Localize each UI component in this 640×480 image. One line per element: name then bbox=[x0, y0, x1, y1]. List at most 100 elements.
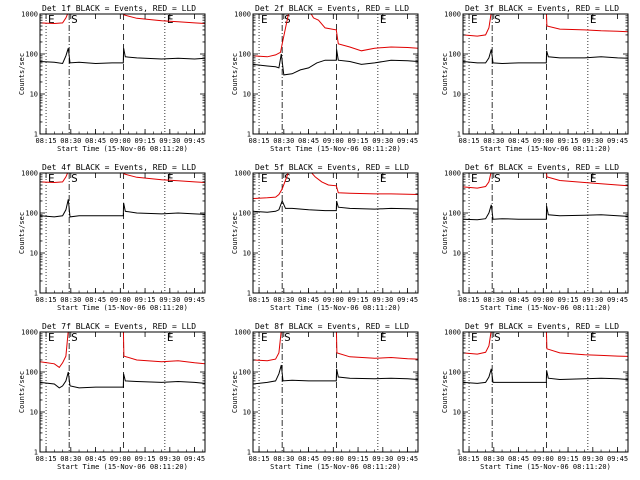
x-tick-label: 08:30 bbox=[273, 455, 294, 463]
y-axis-label: Counts/sec bbox=[231, 53, 239, 95]
x-axis-label: Start Time (15-Nov-06 08:11:20) bbox=[270, 304, 401, 312]
lld-series-line bbox=[253, 332, 418, 362]
marker-label: S bbox=[71, 13, 78, 26]
x-tick-label: 09:00 bbox=[110, 455, 131, 463]
marker-label: S bbox=[284, 172, 291, 185]
marker-label: S bbox=[494, 13, 501, 26]
y-tick-label: 1000 bbox=[234, 170, 251, 178]
x-tick-label: 08:15 bbox=[249, 296, 270, 304]
plot-frame bbox=[252, 331, 419, 453]
events-series-line bbox=[253, 199, 418, 213]
y-tick-label: 1 bbox=[457, 290, 461, 298]
x-tick-label: 09:45 bbox=[397, 296, 418, 304]
y-axis-label: Counts/sec bbox=[18, 212, 26, 254]
panel-title: Det 7f BLACK = Events, RED = LLD bbox=[42, 322, 196, 331]
x-tick-label: 08:30 bbox=[60, 455, 81, 463]
plot-frame bbox=[462, 331, 629, 453]
plot-frame bbox=[252, 172, 419, 294]
x-axis-label: Start Time (15-Nov-06 08:11:20) bbox=[57, 145, 188, 153]
lld-series-line bbox=[40, 173, 205, 184]
x-axis-label: Start Time (15-Nov-06 08:11:20) bbox=[480, 145, 611, 153]
x-tick-label: 09:30 bbox=[372, 455, 393, 463]
y-tick-label: 1000 bbox=[21, 11, 38, 19]
x-tick-label: 08:30 bbox=[273, 137, 294, 145]
marker-label: E bbox=[261, 13, 268, 26]
panel-title: Det 6f BLACK = Events, RED = LLD bbox=[465, 163, 619, 172]
marker-label: E bbox=[167, 331, 174, 344]
marker-label: S bbox=[494, 331, 501, 344]
y-tick-label: 1 bbox=[34, 290, 38, 298]
x-tick-label: 09:45 bbox=[397, 137, 418, 145]
x-tick-label: 08:15 bbox=[36, 296, 57, 304]
x-tick-label: 09:00 bbox=[323, 455, 344, 463]
y-tick-label: 1 bbox=[34, 131, 38, 139]
y-axis-label: Counts/sec bbox=[441, 53, 449, 95]
x-tick-label: 09:30 bbox=[372, 137, 393, 145]
y-tick-label: 1 bbox=[34, 449, 38, 457]
x-axis-label: Start Time (15-Nov-06 08:11:20) bbox=[57, 304, 188, 312]
x-axis-label: Start Time (15-Nov-06 08:11:20) bbox=[480, 304, 611, 312]
events-series-line bbox=[463, 368, 628, 384]
y-tick-label: 1000 bbox=[21, 329, 38, 337]
x-tick-label: 09:30 bbox=[372, 296, 393, 304]
x-tick-label: 09:45 bbox=[184, 455, 205, 463]
y-tick-label: 10 bbox=[243, 250, 251, 258]
x-tick-label: 08:45 bbox=[298, 296, 319, 304]
events-series-line bbox=[40, 199, 205, 218]
marker-label: E bbox=[590, 172, 597, 185]
y-tick-label: 1 bbox=[247, 290, 251, 298]
y-axis-label: Counts/sec bbox=[18, 371, 26, 413]
panel-title: Det 8f BLACK = Events, RED = LLD bbox=[255, 322, 409, 331]
y-tick-label: 10 bbox=[453, 250, 461, 258]
x-tick-label: 08:30 bbox=[60, 137, 81, 145]
y-tick-label: 10 bbox=[243, 409, 251, 417]
y-axis-label: Counts/sec bbox=[18, 53, 26, 95]
lld-series-line bbox=[463, 332, 628, 357]
lld-series-line bbox=[253, 173, 418, 199]
x-tick-label: 09:00 bbox=[110, 137, 131, 145]
y-tick-label: 100 bbox=[25, 210, 38, 218]
x-tick-label: 08:45 bbox=[85, 137, 106, 145]
x-tick-label: 09:45 bbox=[607, 137, 628, 145]
panel-title: Det 3f BLACK = Events, RED = LLD bbox=[465, 4, 619, 13]
x-tick-label: 08:45 bbox=[508, 455, 529, 463]
panel-title: Det 5f BLACK = Events, RED = LLD bbox=[255, 163, 409, 172]
marker-label: E bbox=[48, 172, 55, 185]
y-tick-label: 100 bbox=[448, 210, 461, 218]
x-tick-label: 09:15 bbox=[348, 455, 369, 463]
x-tick-label: 08:15 bbox=[459, 455, 480, 463]
marker-label: E bbox=[48, 331, 55, 344]
plot-frame bbox=[39, 172, 206, 294]
marker-label: E bbox=[380, 172, 387, 185]
x-tick-label: 09:15 bbox=[558, 296, 579, 304]
y-tick-label: 1 bbox=[457, 131, 461, 139]
marker-label: E bbox=[380, 331, 387, 344]
plot-frame bbox=[252, 13, 419, 135]
lld-series-line bbox=[463, 14, 628, 37]
x-tick-label: 08:45 bbox=[85, 455, 106, 463]
x-tick-label: 08:15 bbox=[249, 137, 270, 145]
marker-label: E bbox=[261, 331, 268, 344]
plot-frame bbox=[39, 13, 206, 135]
x-tick-label: 08:45 bbox=[85, 296, 106, 304]
marker-label: E bbox=[261, 172, 268, 185]
panel-title: Det 4f BLACK = Events, RED = LLD bbox=[42, 163, 196, 172]
plot-frame bbox=[462, 172, 629, 294]
x-tick-label: 09:15 bbox=[348, 296, 369, 304]
x-tick-label: 08:30 bbox=[60, 296, 81, 304]
x-tick-label: 09:15 bbox=[558, 455, 579, 463]
x-axis-label: Start Time (15-Nov-06 08:11:20) bbox=[480, 463, 611, 471]
lld-series-line bbox=[253, 14, 418, 58]
y-tick-label: 100 bbox=[25, 369, 38, 377]
y-tick-label: 10 bbox=[453, 91, 461, 99]
y-tick-label: 100 bbox=[448, 369, 461, 377]
marker-label: E bbox=[471, 331, 478, 344]
x-tick-label: 08:30 bbox=[273, 296, 294, 304]
x-tick-label: 09:30 bbox=[582, 296, 603, 304]
y-axis-label: Counts/sec bbox=[441, 371, 449, 413]
events-series-line bbox=[40, 371, 205, 389]
